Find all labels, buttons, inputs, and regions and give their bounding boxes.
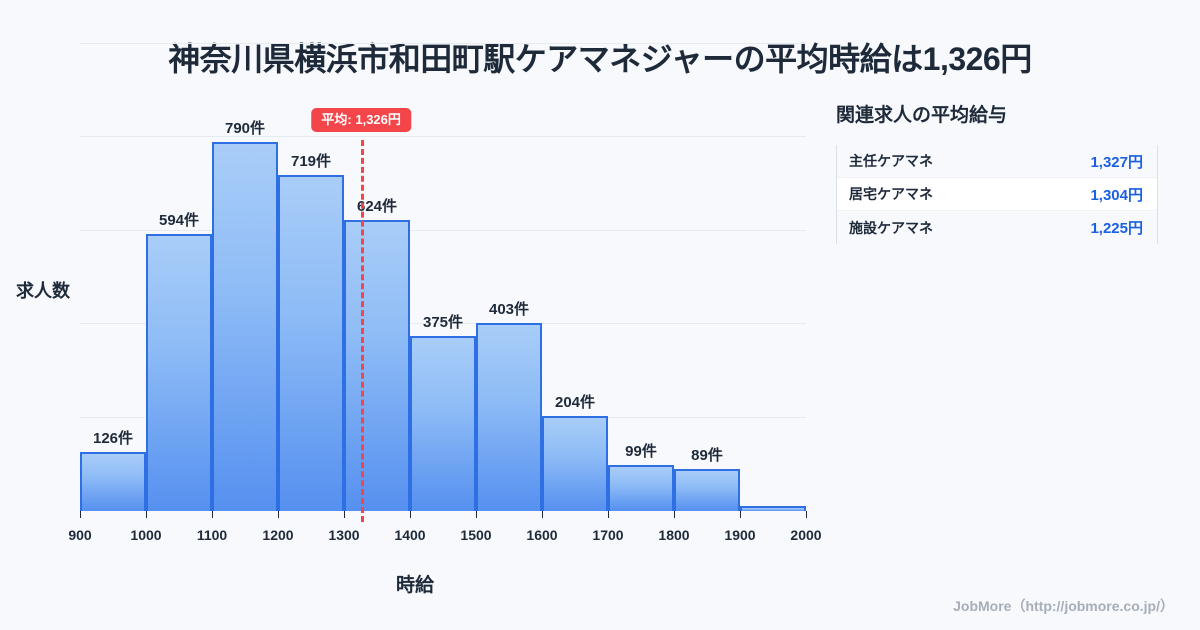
x-axis-tick xyxy=(542,511,543,518)
histogram-bar[interactable] xyxy=(410,335,476,511)
x-axis-tick xyxy=(80,511,81,518)
salary-row[interactable]: 居宅ケアマネ 1,304円 xyxy=(837,178,1157,211)
related-salary-title: 関連求人の平均給与 xyxy=(836,105,1008,126)
bar-value-label: 403件 xyxy=(488,300,530,318)
x-axis-tick xyxy=(278,511,279,518)
histogram-bar[interactable] xyxy=(344,219,410,511)
x-axis-tick-label: 1300 xyxy=(328,527,360,543)
histogram-chart: 求人数 126件 594件 790件 719件 624件 375件 403件 204件 99件 8… xyxy=(16,42,822,596)
related-salary-table: 主任ケアマネ 1,327円居宅ケアマネ 1,304円施設ケアマネ 1,225円 xyxy=(836,145,1158,244)
x-axis-tick xyxy=(476,511,477,518)
x-axis-tick xyxy=(212,511,213,518)
salary-row-value: 1,304円 xyxy=(1090,186,1143,204)
x-axis-tick-label: 1900 xyxy=(724,527,756,543)
footer-attribution: JobMore（http://jobmore.co.jp/） xyxy=(953,598,1174,614)
x-axis-tick xyxy=(674,511,675,518)
x-axis-tick-label: 1800 xyxy=(658,527,690,543)
histogram-bar[interactable] xyxy=(608,464,674,511)
x-axis-tick-label: 1000 xyxy=(130,527,162,543)
x-axis-tick-label: 1700 xyxy=(592,527,624,543)
salary-row-name: 主任ケアマネ xyxy=(849,153,933,169)
x-axis-tick xyxy=(410,511,411,518)
x-axis-title: 時給 xyxy=(395,575,434,596)
x-axis-tick-label: 1400 xyxy=(394,527,426,543)
histogram-bar[interactable] xyxy=(674,469,740,511)
histogram-bar[interactable] xyxy=(542,415,608,511)
histogram-bar[interactable] xyxy=(212,142,278,511)
salary-row-value: 1,327円 xyxy=(1090,153,1143,171)
x-axis-tick xyxy=(740,511,741,518)
page-title: 神奈川県横浜市和田町駅ケアマネジャーの平均時給は1,326円 xyxy=(168,41,1032,77)
histogram-bar[interactable] xyxy=(740,506,806,511)
x-axis-tick-label: 1100 xyxy=(196,527,228,543)
related-salary-panel: 関連求人の平均給与 主任ケアマネ 1,327円居宅ケアマネ 1,304円施設ケアマネ… xyxy=(836,100,1166,244)
bar-value-label: 790件 xyxy=(224,120,266,138)
histogram-bar[interactable] xyxy=(80,452,146,511)
x-axis-tick-label: 1500 xyxy=(460,527,492,543)
bar-value-label: 719件 xyxy=(290,153,332,171)
plot-area: 126件 594件 790件 719件 624件 375件 403件 204件 99件 89件 平均… xyxy=(68,42,822,543)
average-badge: 平均: 1,326円 xyxy=(311,108,411,132)
bar-value-label: 624件 xyxy=(356,197,398,215)
bar-value-label: 375件 xyxy=(422,313,464,331)
bar-value-label: 594件 xyxy=(158,211,200,229)
gridline xyxy=(80,229,806,231)
x-axis-tick-label: 1600 xyxy=(526,527,558,543)
gridline xyxy=(80,136,806,138)
gridline xyxy=(80,42,806,44)
salary-row-name: 施設ケアマネ xyxy=(849,219,933,236)
salary-row-value: 1,225円 xyxy=(1090,220,1143,237)
salary-row-name: 居宅ケアマネ xyxy=(849,186,933,202)
y-axis-title: 求人数 xyxy=(16,281,70,301)
histogram-bar[interactable] xyxy=(146,233,212,511)
histogram-bar[interactable] xyxy=(278,175,344,511)
salary-row[interactable]: 主任ケアマネ 1,327円 xyxy=(837,145,1157,178)
bar-value-label: 99件 xyxy=(625,442,657,460)
x-axis-tick xyxy=(146,511,147,518)
average-line xyxy=(361,140,365,522)
x-axis-tick-label: 1200 xyxy=(262,527,294,543)
x-axis-tick xyxy=(344,511,345,518)
x-axis-tick xyxy=(608,511,609,518)
gridline xyxy=(80,323,806,325)
bar-value-label: 89件 xyxy=(691,447,723,465)
x-axis-tick xyxy=(806,511,807,518)
x-axis-tick-label: 2000 xyxy=(790,527,822,543)
bar-value-label: 204件 xyxy=(554,393,596,411)
x-axis-tick-label: 900 xyxy=(68,527,92,543)
bar-value-label: 126件 xyxy=(92,430,134,448)
salary-row[interactable]: 施設ケアマネ 1,225円 xyxy=(837,211,1157,244)
histogram-bar[interactable] xyxy=(476,322,542,511)
